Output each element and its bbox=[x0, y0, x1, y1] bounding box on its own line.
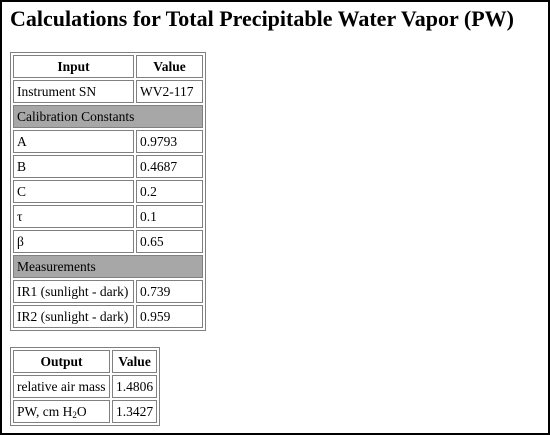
ir1-label: IR1 (sunlight - dark) bbox=[13, 280, 134, 303]
table-row: IR2 (sunlight - dark) 0.959 bbox=[13, 305, 203, 328]
input-header-row: Input Value bbox=[13, 55, 203, 78]
input-column-header: Input bbox=[13, 55, 134, 78]
ir2-value: 0.959 bbox=[136, 305, 203, 328]
constant-tau-label: τ bbox=[13, 205, 134, 228]
pw-label-prefix: PW, cm H bbox=[17, 403, 73, 419]
page-title: Calculations for Total Precipitable Wate… bbox=[10, 6, 514, 31]
output-header-row: Output Value bbox=[13, 350, 158, 373]
constant-tau-value: 0.1 bbox=[136, 205, 203, 228]
instrument-row: Instrument SN WV2-117 bbox=[13, 80, 203, 103]
constant-b-label: B bbox=[13, 155, 134, 178]
pw-label: PW, cm H2O bbox=[13, 400, 110, 423]
table-row: A 0.9793 bbox=[13, 130, 203, 153]
output-table: Output Value relative air mass 1.4806 PW… bbox=[10, 347, 161, 426]
pw-value: 1.3427 bbox=[112, 400, 158, 423]
table-row: β 0.65 bbox=[13, 230, 203, 253]
constant-c-value: 0.2 bbox=[136, 180, 203, 203]
measurements-section-header: Measurements bbox=[13, 255, 203, 278]
output-column-header: Output bbox=[13, 350, 110, 373]
ir1-value: 0.739 bbox=[136, 280, 203, 303]
instrument-value: WV2-117 bbox=[136, 80, 203, 103]
air-mass-label: relative air mass bbox=[13, 375, 110, 398]
output-value-column-header: Value bbox=[112, 350, 158, 373]
constant-a-value: 0.9793 bbox=[136, 130, 203, 153]
table-row: τ 0.1 bbox=[13, 205, 203, 228]
calibration-section-header: Calibration Constants bbox=[13, 105, 203, 128]
table-row: PW, cm H2O 1.3427 bbox=[13, 400, 158, 423]
air-mass-value: 1.4806 bbox=[112, 375, 158, 398]
instrument-label: Instrument SN bbox=[13, 80, 134, 103]
table-row: IR1 (sunlight - dark) 0.739 bbox=[13, 280, 203, 303]
pw-label-suffix: O bbox=[76, 403, 87, 419]
constant-beta-label: β bbox=[13, 230, 134, 253]
value-column-header: Value bbox=[136, 55, 203, 78]
constant-a-label: A bbox=[13, 130, 134, 153]
pw-label-subscript: 2 bbox=[72, 409, 77, 420]
table-row: B 0.4687 bbox=[13, 155, 203, 178]
ir2-label: IR2 (sunlight - dark) bbox=[13, 305, 134, 328]
constant-b-value: 0.4687 bbox=[136, 155, 203, 178]
constant-beta-value: 0.65 bbox=[136, 230, 203, 253]
constant-c-label: C bbox=[13, 180, 134, 203]
table-row: C 0.2 bbox=[13, 180, 203, 203]
table-row: relative air mass 1.4806 bbox=[13, 375, 158, 398]
input-table: Input Value Instrument SN WV2-117 Calibr… bbox=[10, 52, 206, 331]
measurements-section-row: Measurements bbox=[13, 255, 203, 278]
calibration-section-row: Calibration Constants bbox=[13, 105, 203, 128]
